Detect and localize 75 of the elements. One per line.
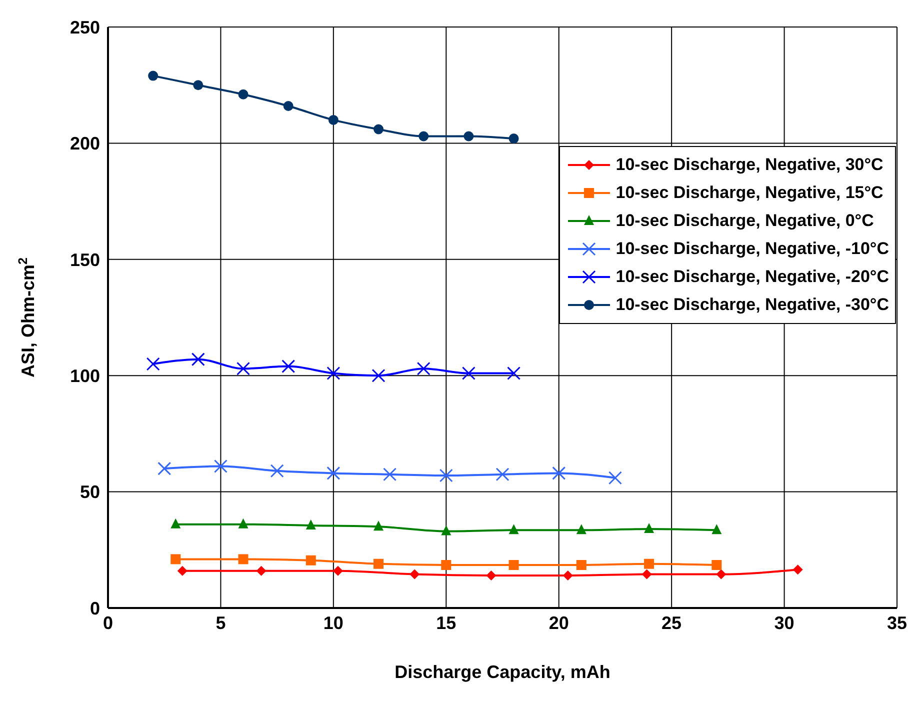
- point: [374, 124, 384, 134]
- point: [283, 101, 294, 112]
- point: [256, 566, 266, 576]
- point: [716, 569, 726, 580]
- point: [508, 560, 519, 570]
- point: [552, 466, 566, 480]
- point: [177, 566, 188, 576]
- y-tick-label: 200: [70, 134, 100, 154]
- point: [576, 524, 586, 534]
- point: [441, 525, 452, 536]
- legend-label: 10-sec Discharge, Negative, 15°C: [616, 183, 884, 203]
- x-tick-label: 30: [774, 612, 794, 633]
- point: [644, 522, 654, 533]
- point: [712, 524, 722, 534]
- y-tick-label: 0: [90, 598, 100, 618]
- point: [792, 564, 803, 575]
- point: [306, 520, 316, 530]
- y-tick-label: 100: [70, 366, 100, 386]
- point: [642, 569, 652, 580]
- point: [508, 524, 519, 534]
- point: [270, 464, 284, 478]
- y-tick-label: 50: [80, 482, 100, 502]
- point: [712, 560, 722, 570]
- y-tick-label: 250: [70, 17, 100, 38]
- point: [326, 466, 340, 480]
- point: [486, 570, 496, 580]
- point: [508, 134, 519, 144]
- point: [410, 569, 420, 580]
- point: [214, 459, 228, 473]
- point: [193, 80, 204, 90]
- point: [148, 70, 158, 81]
- point: [644, 558, 654, 569]
- point: [383, 468, 397, 482]
- y-tick-label: 150: [70, 250, 100, 270]
- point: [372, 368, 386, 382]
- point: [326, 366, 340, 380]
- point: [576, 560, 586, 570]
- point: [374, 520, 384, 531]
- legend-label: 10-sec Discharge, Negative, -30°C: [616, 295, 889, 315]
- legend-label: 10-sec Discharge, Negative, 30°C: [616, 155, 884, 175]
- point: [462, 366, 476, 380]
- point: [191, 352, 205, 366]
- point: [439, 468, 453, 482]
- point: [282, 360, 296, 374]
- point: [238, 518, 248, 528]
- point: [418, 131, 429, 142]
- point: [236, 362, 250, 376]
- point: [238, 554, 248, 564]
- legend-label: 10-sec Discharge, Negative, 0°C: [616, 211, 874, 231]
- point: [306, 555, 316, 566]
- legend-label: 10-sec Discharge, Negative, -10°C: [616, 239, 889, 259]
- x-tick-label: 25: [662, 612, 682, 633]
- point: [146, 357, 160, 371]
- point: [238, 89, 248, 100]
- x-tick-label: 20: [548, 612, 569, 633]
- legend-label: 10-sec Discharge, Negative, -20°C: [616, 267, 889, 287]
- point: [441, 560, 452, 570]
- x-tick-label: 0: [102, 612, 114, 633]
- point: [464, 131, 474, 142]
- point: [496, 468, 510, 482]
- point: [332, 566, 343, 576]
- point: [158, 462, 172, 476]
- x-axis-title: Discharge Capacity, mAh: [394, 662, 610, 682]
- x-tick-label: 15: [436, 612, 456, 633]
- point: [562, 570, 573, 580]
- x-tick-label: 5: [216, 612, 226, 633]
- point: [416, 362, 430, 376]
- point: [374, 558, 384, 569]
- x-tick-label: 35: [886, 612, 908, 633]
- point: [507, 366, 521, 380]
- x-tick-label: 10: [323, 612, 344, 633]
- point: [328, 114, 338, 125]
- point: [608, 471, 622, 485]
- point: [170, 554, 181, 564]
- point: [170, 518, 181, 528]
